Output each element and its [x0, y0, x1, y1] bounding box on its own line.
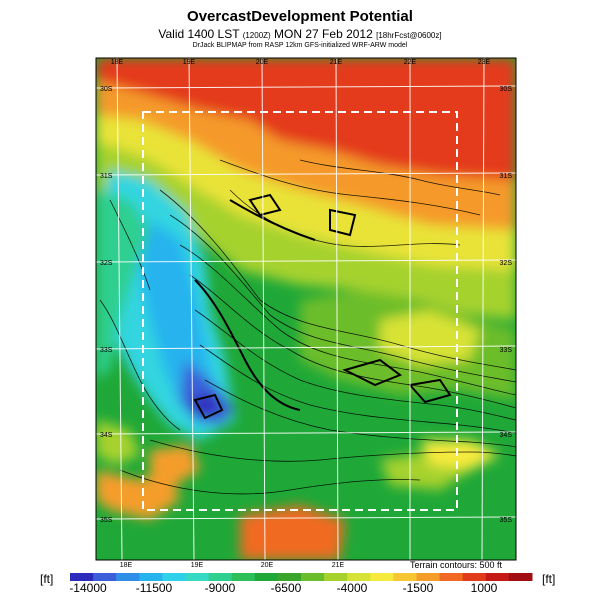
lat-label-right: 30S [500, 86, 513, 93]
colorbar-swatch [70, 573, 94, 581]
lon-label-top: 19E [183, 59, 196, 66]
lon-label-bottom: 21E [332, 562, 345, 569]
lat-label-right: 31S [500, 173, 513, 180]
colorbar-swatch [208, 573, 233, 581]
valid-utc: (1200Z) [242, 31, 271, 40]
colorbar-tick-label: 1000 [471, 581, 498, 595]
lon-label-bottom: 18E [120, 562, 133, 569]
colorbar-swatch [93, 573, 117, 581]
lon-label-top: 18E [111, 59, 124, 66]
lat-label-right: 33S [500, 347, 513, 354]
lat-label-right: 32S [500, 260, 513, 267]
lat-label-left: 33S [100, 347, 113, 354]
terrain-contours-note: Terrain contours: 500 ft [410, 560, 503, 570]
colorbar-swatch [439, 573, 464, 581]
colorbar-unit-right: [ft] [542, 572, 556, 586]
colorbar-tick-label: -9000 [205, 581, 236, 595]
valid-date: MON 27 Feb 2012 [274, 27, 373, 41]
lon-label-top: 20E [256, 59, 269, 66]
lat-label-right: 34S [500, 432, 513, 439]
colorbar-swatch [393, 573, 417, 581]
colorbar-swatch [301, 573, 325, 581]
colorbar-swatch [116, 573, 140, 581]
lat-label-left: 34S [100, 432, 113, 439]
lat-label-left: 32S [100, 260, 113, 267]
lon-label-top: 23E [478, 59, 491, 66]
colorbar-swatch [370, 573, 394, 581]
colorbar-swatch [254, 573, 279, 581]
colorbar-tick-label: -4000 [337, 581, 368, 595]
lon-label-top: 21E [330, 59, 343, 66]
colorbar-unit-left: [ft] [40, 572, 54, 586]
colorbar-swatch [162, 573, 186, 581]
colorbar-tick-label: -6500 [271, 581, 302, 595]
colorbar-swatch [231, 573, 256, 581]
lat-label-left: 31S [100, 173, 113, 180]
valid-prefix: Valid 1400 LST [158, 27, 240, 41]
colorbar-swatch [347, 573, 371, 581]
lon-label-top: 22E [404, 59, 417, 66]
lat-label-right: 35S [500, 517, 513, 524]
lat-label-left: 30S [100, 86, 113, 93]
lon-label-bottom: 19E [191, 562, 204, 569]
valid-time-line: Valid 1400 LST (1200Z) MON 27 Feb 2012 [… [0, 27, 600, 41]
valid-forecast: [18hrFcst@0600z] [376, 31, 442, 40]
colorbar-tick-label: -1500 [403, 581, 434, 595]
colorbar-swatch [508, 573, 533, 581]
colorbar-swatch [277, 573, 302, 581]
colorbar-swatches [70, 573, 533, 581]
chart-title: OvercastDevelopment Potential [187, 8, 413, 25]
model-credit: DrJack BLIPMAP from RASP 12km GFS-initia… [192, 42, 408, 49]
colorbar-swatch [416, 573, 441, 581]
colorbar-swatch [139, 573, 163, 581]
lat-label-left: 35S [100, 517, 113, 524]
colorbar-swatch [324, 573, 348, 581]
colorbar-swatch [185, 573, 210, 581]
colorbar-tick-label: -14000 [69, 581, 107, 595]
lon-label-bottom: 20E [261, 562, 274, 569]
colorbar-swatch [462, 573, 487, 581]
colorbar-tick-label: -11500 [136, 581, 173, 595]
map-field [96, 58, 516, 560]
colorbar-ticks: -14000 -11500 -9000 -6500 -4000 -1500 1000 [69, 581, 497, 595]
colorbar-swatch [485, 573, 510, 581]
